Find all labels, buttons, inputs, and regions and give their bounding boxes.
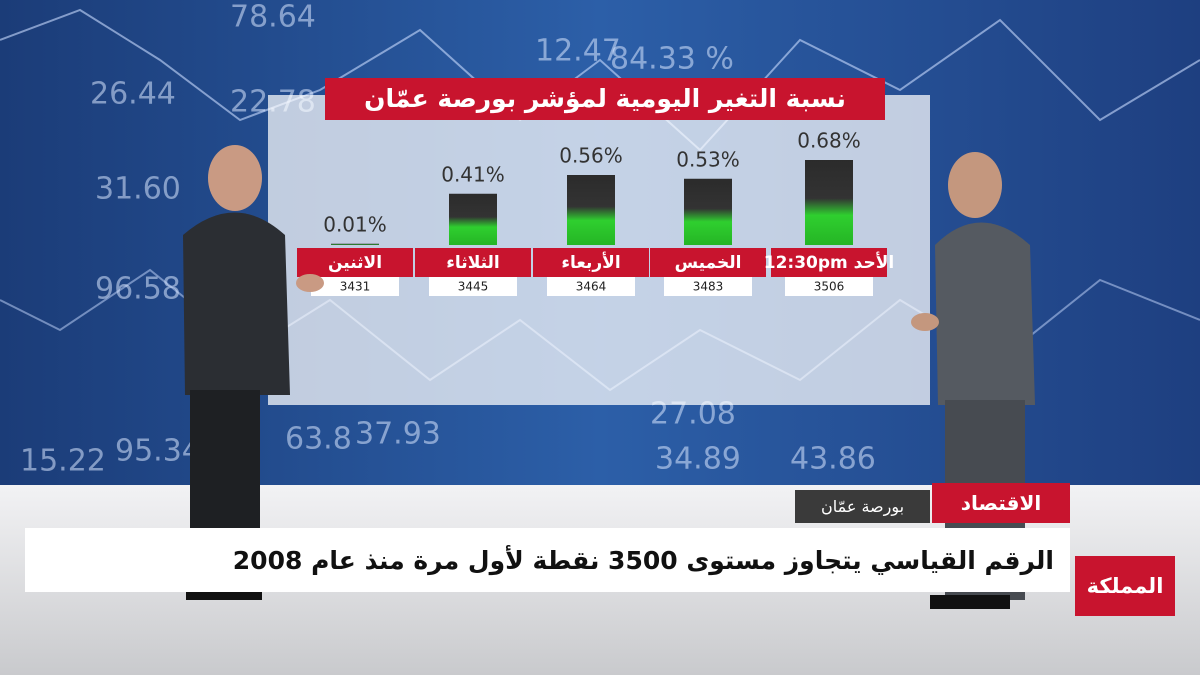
index-level: 3483 bbox=[693, 280, 724, 294]
backdrop-label: 63.8 bbox=[285, 422, 352, 457]
value-label: 0.68% bbox=[797, 129, 861, 153]
category-label: الاثنين bbox=[328, 253, 382, 273]
backdrop-label: 95.34 bbox=[115, 434, 201, 469]
ticker-section: الاقتصاد bbox=[932, 483, 1070, 523]
category-box bbox=[533, 248, 649, 277]
bar bbox=[805, 160, 853, 245]
bar bbox=[449, 193, 497, 245]
backdrop-label: 96.58 bbox=[95, 272, 181, 307]
value-label: 0.53% bbox=[676, 147, 740, 171]
bar bbox=[684, 178, 732, 245]
category-label: الأربعاء bbox=[561, 252, 620, 273]
category-box bbox=[415, 248, 531, 277]
index-level: 3506 bbox=[814, 280, 845, 294]
backdrop-label: 84.33 % bbox=[610, 42, 734, 77]
category-box bbox=[771, 248, 887, 277]
bar bbox=[567, 175, 615, 245]
bars: 0.01% الاثنين 3431 0.41% الثلاثاء 3445 0.56% ال… bbox=[297, 129, 894, 296]
backdrop-label: 31.60 bbox=[95, 172, 181, 207]
backdrop-label: 34.89 bbox=[655, 442, 741, 477]
index-level: 3445 bbox=[458, 280, 489, 294]
category-label: الخميس bbox=[675, 253, 742, 273]
index-box bbox=[311, 277, 399, 296]
index-box bbox=[429, 277, 517, 296]
backdrop-label: 15.22 bbox=[20, 444, 106, 479]
ticker-headline: الرقم القياسي يتجاوز مستوى 3500 نقطة لأو… bbox=[25, 528, 1070, 592]
index-box bbox=[785, 277, 873, 296]
backdrop-label: 37.93 bbox=[355, 417, 441, 452]
index-box bbox=[664, 277, 752, 296]
backdrop-label: 43.86 bbox=[790, 442, 876, 477]
chart-title: نسبة التغير اليومية لمؤشر بورصة عمّان bbox=[364, 84, 846, 114]
bar bbox=[331, 243, 379, 245]
value-label: 0.41% bbox=[441, 162, 505, 186]
value-label: 0.56% bbox=[559, 144, 623, 168]
backdrop-label: 26.44 bbox=[90, 77, 176, 112]
category-box bbox=[297, 248, 413, 277]
channel-logo: المملكة bbox=[1075, 556, 1175, 616]
backdrop-label: 78.64 bbox=[230, 0, 316, 35]
value-label: 0.01% bbox=[323, 212, 387, 236]
backdrop-label: 12.47 bbox=[535, 34, 621, 69]
category-label: الثلاثاء bbox=[446, 253, 500, 273]
category-label: الأحد 12:30pm bbox=[764, 252, 894, 273]
index-level: 3464 bbox=[576, 280, 607, 294]
index-box bbox=[547, 277, 635, 296]
ticker-topic: بورصة عمّان bbox=[795, 490, 930, 523]
index-level: 3431 bbox=[340, 280, 371, 294]
category-box bbox=[650, 248, 766, 277]
title-banner bbox=[325, 78, 885, 120]
